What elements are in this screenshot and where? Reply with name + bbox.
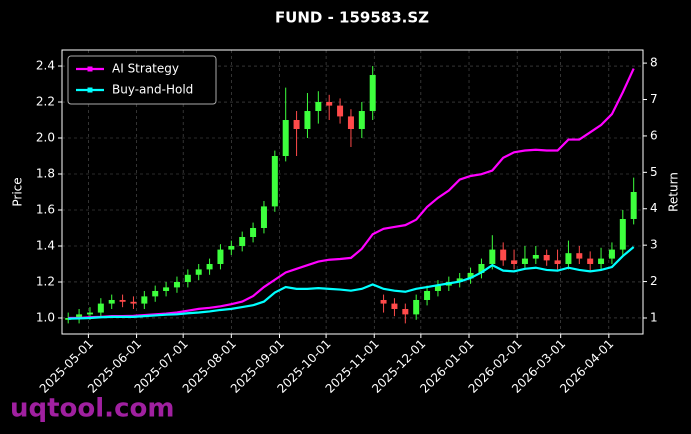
plot-frame	[61, 49, 644, 335]
y-tick-label: 2.4	[36, 59, 55, 73]
candle-body	[119, 299, 126, 302]
candle-body	[521, 258, 528, 264]
watermark: uqtool.com	[10, 394, 174, 424]
candle-body	[206, 263, 213, 270]
candle-body	[424, 290, 431, 300]
y2-tick-label: 5	[650, 165, 658, 179]
y-tick-label: 1.2	[36, 274, 55, 288]
candle-body	[130, 301, 137, 304]
y-tick-label: 2.2	[36, 95, 55, 109]
candle-body	[358, 111, 365, 130]
candle-body	[434, 285, 441, 291]
candle-body	[108, 299, 115, 304]
legend-label: Buy-and-Hold	[112, 83, 193, 97]
y2-tick-label: 6	[650, 128, 658, 142]
return-line	[68, 246, 635, 320]
candle-body	[413, 299, 420, 315]
candle-body	[195, 269, 202, 275]
legend-box	[67, 55, 217, 105]
candle-body	[511, 260, 518, 264]
candle-body	[250, 227, 257, 237]
candle-body	[489, 249, 496, 264]
candle-body	[97, 303, 104, 313]
candle-body	[554, 260, 561, 264]
legend: AI Strategy Buy-and-Hold	[67, 55, 217, 105]
candle-body	[630, 192, 637, 219]
y2-tick-label: 3	[650, 238, 658, 252]
candle-body	[478, 263, 485, 273]
y2-axis-label: Return	[667, 172, 681, 212]
y-tick-label: 2.0	[36, 131, 55, 145]
candle-body	[293, 120, 300, 130]
candle-body	[228, 245, 235, 250]
y2-tick-label: 7	[650, 92, 658, 106]
candle-body	[402, 308, 409, 315]
candle-body	[369, 75, 376, 112]
candle-body	[163, 287, 170, 291]
candle-body	[173, 281, 180, 288]
candle-body	[239, 236, 246, 246]
candle-body	[380, 299, 387, 304]
y2-tick-label: 4	[650, 201, 658, 215]
candle-body	[337, 105, 344, 117]
candle-body	[86, 312, 93, 315]
candle-body	[217, 249, 224, 264]
candle-body	[456, 278, 463, 282]
candle-body	[500, 249, 507, 261]
candle-body	[391, 303, 398, 309]
y2-tick-label: 2	[650, 274, 658, 288]
y-tick-label: 1.8	[36, 167, 55, 181]
candle-body	[184, 274, 191, 282]
candle-body	[619, 218, 626, 250]
candle-body	[565, 253, 572, 264]
candle-body	[315, 102, 322, 112]
candle-body	[271, 156, 278, 207]
candle-body	[326, 102, 333, 106]
candle-body	[467, 272, 474, 279]
y-tick-label: 1.0	[36, 310, 55, 324]
candle-body	[282, 120, 289, 157]
legend-marker	[87, 87, 93, 93]
candle-body	[304, 111, 311, 130]
candle-body	[543, 254, 550, 261]
candle-body	[260, 206, 267, 228]
candle-body	[152, 290, 159, 297]
y-axis-label: Price	[11, 177, 25, 206]
candle-body	[532, 254, 539, 259]
chart-title: FUND - 159583.SZ	[275, 9, 429, 27]
legend-label: AI Strategy	[112, 62, 179, 76]
y2-tick-label: 8	[650, 56, 658, 70]
candle-body	[598, 258, 605, 264]
legend-marker	[87, 66, 93, 72]
candle-body	[576, 253, 583, 259]
candle-body	[76, 314, 83, 318]
y-tick-label: 1.6	[36, 202, 55, 216]
candle-body	[347, 116, 354, 130]
return-line	[68, 68, 635, 320]
candle-body	[608, 249, 615, 259]
y2-tick-label: 1	[650, 310, 658, 324]
y-tick-label: 1.4	[36, 238, 55, 252]
candle-body	[141, 296, 148, 304]
candle-body	[587, 258, 594, 264]
